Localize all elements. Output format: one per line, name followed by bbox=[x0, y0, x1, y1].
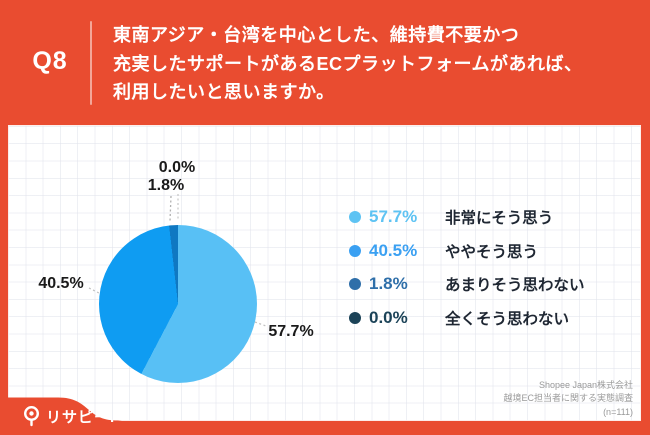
logo-tab-shape bbox=[0, 397, 130, 422]
legend-percent: 57.7% bbox=[369, 207, 418, 226]
frame-bottom bbox=[0, 421, 650, 435]
legend-percent: 40.5% bbox=[369, 240, 418, 260]
source-sample-size: (n=111) bbox=[603, 406, 633, 417]
pie-label-0-percent: 0.0% bbox=[158, 159, 196, 176]
legend-dot-icon bbox=[349, 311, 361, 324]
question-title-line: 利用したいと思いますか。 bbox=[113, 82, 335, 102]
pie-label-1-8-percent: 1.8% bbox=[147, 177, 185, 194]
legend-label: ややそう思う bbox=[445, 243, 539, 261]
source-company: Shopee Japan株式会社 bbox=[538, 379, 633, 390]
legend-percent: 1.8% bbox=[369, 274, 408, 293]
risapee-logo: リサピー. bbox=[22, 405, 115, 427]
source-survey-name: 越境EC担当者に関する実態調査 bbox=[503, 393, 633, 403]
legend-item: 0.0% 全くそう思わない bbox=[349, 307, 585, 329]
question-title: 東南アジア・台湾を中心とした、維持費不要かつ 充実したサポートがあるECプラット… bbox=[113, 21, 582, 107]
legend-dot-icon bbox=[349, 278, 361, 290]
pie-chart bbox=[99, 225, 257, 383]
survey-source-note: Shopee Japan株式会社 越境EC担当者に関する実態調査 (n=111) bbox=[503, 379, 633, 420]
question-title-line: 充実したサポートがあるECプラットフォームがあれば、 bbox=[113, 53, 583, 74]
legend-item: 40.5% ややそう思う bbox=[349, 240, 585, 262]
question-title-line: 東南アジア・台湾を中心とした、維持費不要かつ bbox=[113, 25, 520, 45]
frame-right bbox=[641, 0, 650, 435]
pie-label-40-5-percent: 40.5% bbox=[38, 275, 84, 292]
legend-item: 57.7% 非常にそう思う bbox=[349, 206, 585, 228]
chart-legend: 57.7% 非常にそう思う 40.5% ややそう思う 1.8% あまりそう思わな… bbox=[349, 206, 585, 329]
question-header: Q8 東南アジア・台湾を中心とした、維持費不要かつ 充実したサポートがあるECプ… bbox=[0, 0, 650, 125]
question-number: Q8 bbox=[32, 47, 68, 75]
legend-item: 1.8% あまりそう思わない bbox=[349, 273, 585, 295]
header-divider bbox=[90, 21, 92, 105]
legend-dot-icon bbox=[349, 244, 361, 257]
legend-percent: 0.0% bbox=[369, 307, 408, 327]
frame-left bbox=[0, 125, 8, 435]
chart-card: 0.0% 1.8% 40.5% 57.7% 57.7% 非常にそう思う 40.5… bbox=[8, 125, 641, 421]
pie-label-57-7-percent: 57.7% bbox=[268, 323, 314, 340]
legend-label: 非常にそう思う bbox=[445, 210, 554, 227]
legend-label: あまりそう思わない bbox=[445, 277, 585, 294]
legend-label: 全くそう思わない bbox=[445, 310, 570, 328]
risapee-logo-text: リサピー. bbox=[46, 408, 116, 426]
legend-dot-icon bbox=[349, 211, 361, 223]
risapee-pin-icon bbox=[23, 405, 40, 427]
